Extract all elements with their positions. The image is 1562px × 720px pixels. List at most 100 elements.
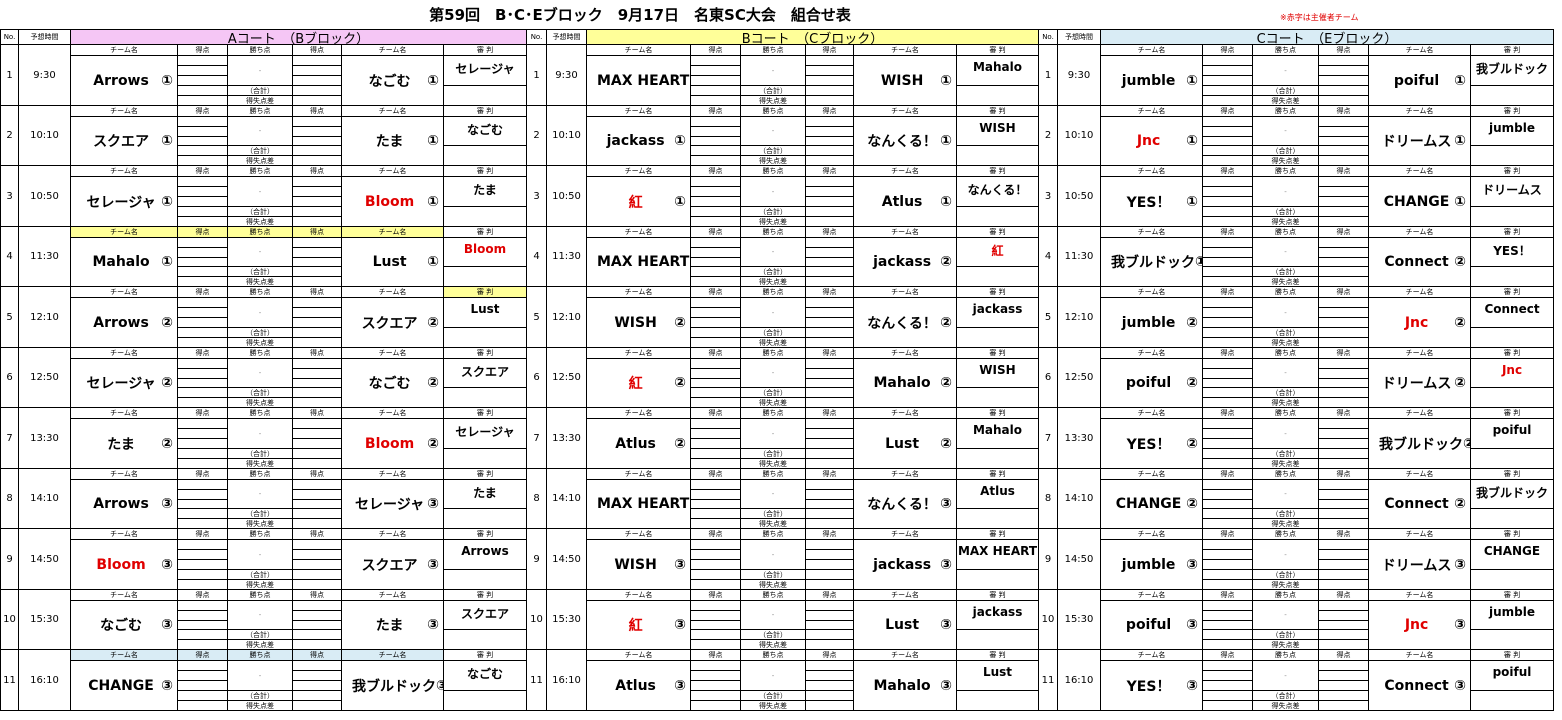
round-number: ① — [161, 193, 173, 210]
win-points-input[interactable]: - — [740, 237, 806, 267]
round-number: ③ — [1454, 556, 1466, 573]
win-points-input[interactable]: - — [1252, 237, 1319, 267]
win-points-input[interactable]: - — [227, 237, 293, 267]
referee-sign-input[interactable] — [1470, 85, 1554, 106]
win-points-input[interactable]: - — [1252, 116, 1319, 146]
page-title: 第59回 B･C･Eブロック 9月17日 名東SC大会 組合せ表 — [429, 6, 851, 24]
match-time: 12:10 — [1057, 286, 1101, 348]
referee-sign-input[interactable] — [1470, 327, 1554, 348]
win-points-input[interactable]: - — [740, 418, 806, 449]
referee-sign-input[interactable] — [1470, 266, 1554, 287]
team2-cell: CHANGE ① — [1368, 176, 1471, 227]
win-points-input[interactable]: - — [1252, 479, 1319, 509]
win-points-input[interactable]: - — [227, 660, 293, 691]
team2-cell: Connect ② — [1368, 237, 1471, 287]
win-points-input[interactable]: - — [1252, 297, 1319, 328]
referee-sign-input[interactable] — [443, 387, 527, 408]
referee-name: 紅 — [956, 237, 1039, 267]
win-points-input[interactable]: - — [227, 479, 293, 509]
referee-sign-input[interactable] — [956, 569, 1039, 590]
win-points-input[interactable]: - — [1252, 55, 1319, 86]
win-points-input[interactable]: - — [227, 358, 293, 388]
referee-sign-input[interactable] — [956, 629, 1039, 650]
round-number: ① — [1186, 72, 1198, 89]
referee-sign-input[interactable] — [956, 85, 1039, 106]
referee-sign-input[interactable] — [1470, 206, 1554, 227]
win-points-input[interactable]: - — [740, 358, 806, 388]
win-points-input[interactable]: - — [1252, 539, 1319, 570]
score2-input[interactable] — [292, 700, 342, 711]
win-points-input[interactable]: - — [227, 600, 293, 630]
win-points-input[interactable]: - — [227, 539, 293, 570]
score2-input[interactable] — [1318, 700, 1369, 711]
team1-name: 紅 — [628, 376, 643, 392]
win-points-input[interactable]: - — [740, 660, 806, 691]
referee-sign-input[interactable] — [956, 206, 1039, 227]
referee-sign-input[interactable] — [1470, 448, 1554, 469]
referee-sign-input[interactable] — [443, 85, 527, 106]
win-points-input[interactable]: - — [740, 297, 806, 328]
score1-input[interactable] — [690, 700, 741, 711]
win-points-input[interactable]: - — [1252, 418, 1319, 449]
team2-cell: スクエア ② — [341, 297, 444, 348]
round-number: ① — [427, 133, 439, 149]
referee-sign-input[interactable] — [443, 629, 527, 650]
referee-sign-input[interactable] — [443, 145, 527, 166]
referee-sign-input[interactable] — [1470, 145, 1554, 166]
score1-input[interactable] — [1202, 700, 1253, 711]
round-number: ③ — [1186, 556, 1198, 573]
match-no: 6 — [0, 347, 19, 408]
win-points-input[interactable]: - — [227, 297, 293, 328]
referee-sign-input[interactable] — [443, 569, 527, 590]
win-points-input[interactable]: - — [1252, 176, 1319, 207]
team2-cell: ドリームス ② — [1368, 358, 1471, 408]
referee-sign-input[interactable] — [956, 387, 1039, 408]
referee-sign-input[interactable] — [1470, 690, 1554, 711]
referee-sign-input[interactable] — [956, 508, 1039, 529]
win-points-input[interactable]: - — [227, 116, 293, 146]
win-points-input[interactable]: - — [1252, 600, 1319, 630]
team1-cell: poiful ② — [1100, 358, 1203, 408]
win-points-input[interactable]: - — [740, 176, 806, 207]
referee-sign-input[interactable] — [956, 448, 1039, 469]
referee-sign-input[interactable] — [443, 690, 527, 711]
round-number: ③ — [1186, 617, 1198, 633]
win-points-input[interactable]: - — [227, 55, 293, 86]
round-number: ② — [940, 254, 952, 270]
referee-sign-input[interactable] — [956, 266, 1039, 287]
referee-sign-input[interactable] — [443, 448, 527, 469]
round-number: ② — [1186, 375, 1198, 391]
referee-sign-input[interactable] — [443, 327, 527, 348]
round-number: ③ — [161, 677, 173, 694]
win-points-input[interactable]: - — [740, 479, 806, 509]
score2-input[interactable] — [805, 700, 854, 711]
win-points-input[interactable]: - — [740, 116, 806, 146]
referee-sign-input[interactable] — [443, 206, 527, 227]
referee-name: Jnc — [1470, 358, 1554, 388]
referee-sign-input[interactable] — [443, 266, 527, 287]
referee-sign-input[interactable] — [1470, 387, 1554, 408]
match-no: 10 — [1038, 589, 1058, 650]
team1-cell: jackass ① — [586, 116, 691, 166]
referee-sign-input[interactable] — [1470, 629, 1554, 650]
score1-input[interactable] — [177, 700, 228, 711]
referee-sign-input[interactable] — [956, 690, 1039, 711]
referee-sign-input[interactable] — [443, 508, 527, 529]
referee-sign-input[interactable] — [956, 145, 1039, 166]
referee-sign-input[interactable] — [1470, 569, 1554, 590]
team1-cell: Arrows ③ — [70, 479, 178, 529]
win-points-input[interactable]: - — [740, 55, 806, 86]
team2-cell: なごむ ② — [341, 358, 444, 408]
referee-name: Connect — [1470, 297, 1554, 328]
team2-name: Bloom — [364, 435, 415, 452]
win-points-input[interactable]: - — [227, 176, 293, 207]
win-points-input[interactable]: - — [227, 418, 293, 449]
round-number: ① — [1186, 193, 1198, 210]
win-points-input[interactable]: - — [1252, 358, 1319, 388]
referee-sign-input[interactable] — [956, 327, 1039, 348]
win-points-input[interactable]: - — [740, 600, 806, 630]
win-points-input[interactable]: - — [740, 539, 806, 570]
team2-cell: Connect ② — [1368, 479, 1471, 529]
win-points-input[interactable]: - — [1252, 660, 1319, 691]
referee-sign-input[interactable] — [1470, 508, 1554, 529]
